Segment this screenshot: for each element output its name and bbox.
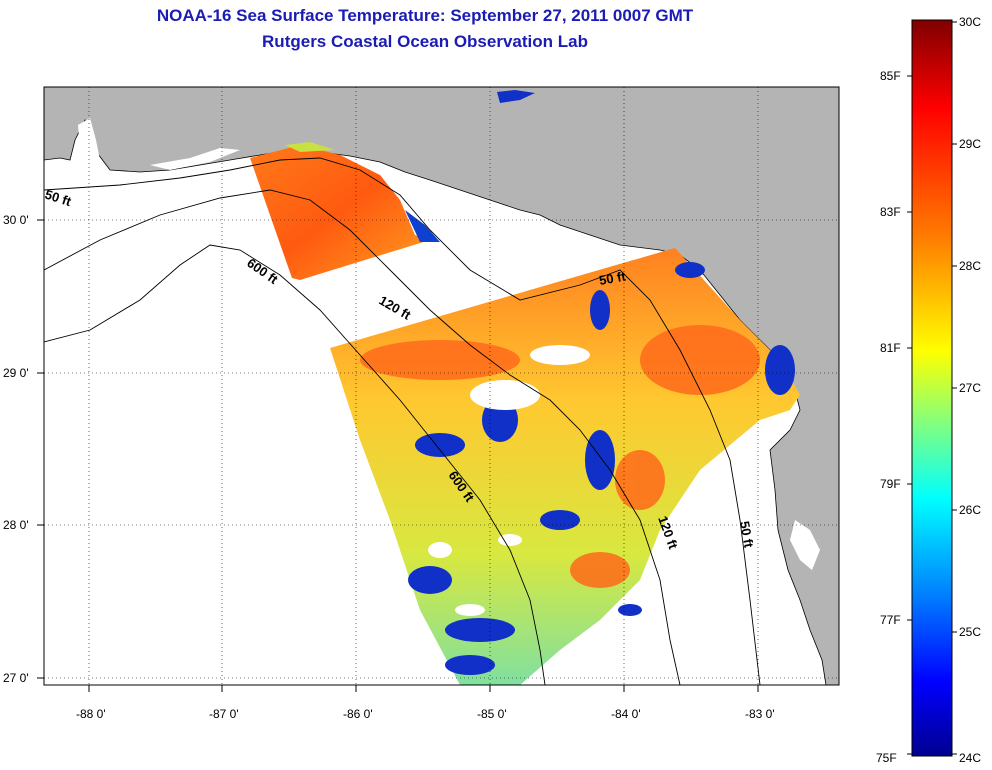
colorbar-celsius-label: 29C xyxy=(959,137,981,151)
gridlines xyxy=(44,87,839,685)
lat-label: 30 0' xyxy=(3,213,29,227)
lon-label: -88 0' xyxy=(76,707,106,721)
warm-patches xyxy=(360,325,760,588)
colorbar-fahrenheit-label: 85F xyxy=(880,69,901,83)
cloud-gaps xyxy=(428,345,590,616)
colorbar-fahrenheit-label: 75F xyxy=(876,751,897,765)
contour-label: 50 ft xyxy=(598,268,628,288)
lat-label: 28 0' xyxy=(3,518,29,532)
lon-label: -87 0' xyxy=(209,707,239,721)
lon-label: -83 0' xyxy=(745,707,775,721)
contour-50ft xyxy=(44,157,761,685)
cold-patches xyxy=(408,262,795,675)
river-feature xyxy=(497,90,535,103)
colorbar-celsius-label: 25C xyxy=(959,625,981,639)
contour-600ft xyxy=(44,244,546,685)
map-frame xyxy=(43,86,840,686)
colorbar xyxy=(911,19,953,757)
colorbar-celsius-label: 30C xyxy=(959,15,981,29)
tick-marks xyxy=(37,219,759,692)
colorbar-fahrenheit-label: 83F xyxy=(880,205,901,219)
title-line-1: NOAA-16 Sea Surface Temperature: Septemb… xyxy=(156,6,694,25)
colorbar-celsius-label: 27C xyxy=(959,381,981,395)
colorbar-celsius-label: 24C xyxy=(959,751,981,765)
colorbar-celsius-label: 26C xyxy=(959,503,981,517)
sst-swath-northwest xyxy=(250,145,430,280)
contour-label: 50 ft xyxy=(737,520,757,550)
colorbar-fahrenheit-label: 81F xyxy=(880,341,901,355)
title-line-2: Rutgers Coastal Ocean Observation Lab xyxy=(262,32,588,51)
colorbar-ticks xyxy=(907,21,957,755)
colorbar-celsius-label: 28C xyxy=(959,259,981,273)
warm-patch xyxy=(285,142,335,152)
bay xyxy=(150,148,240,170)
lon-label: -85 0' xyxy=(477,707,507,721)
colorbar-fahrenheit-label: 77F xyxy=(880,613,901,627)
lat-label: 29 0' xyxy=(3,366,29,380)
contour-120ft xyxy=(44,189,681,685)
bay xyxy=(790,520,820,570)
bay xyxy=(78,118,100,165)
cold-patch xyxy=(405,210,440,242)
colorbar-fahrenheit-label: 79F xyxy=(880,477,901,491)
land-mass xyxy=(44,87,839,685)
lat-label: 27 0' xyxy=(3,671,29,685)
lon-label: -86 0' xyxy=(343,707,373,721)
lon-label: -84 0' xyxy=(611,707,641,721)
